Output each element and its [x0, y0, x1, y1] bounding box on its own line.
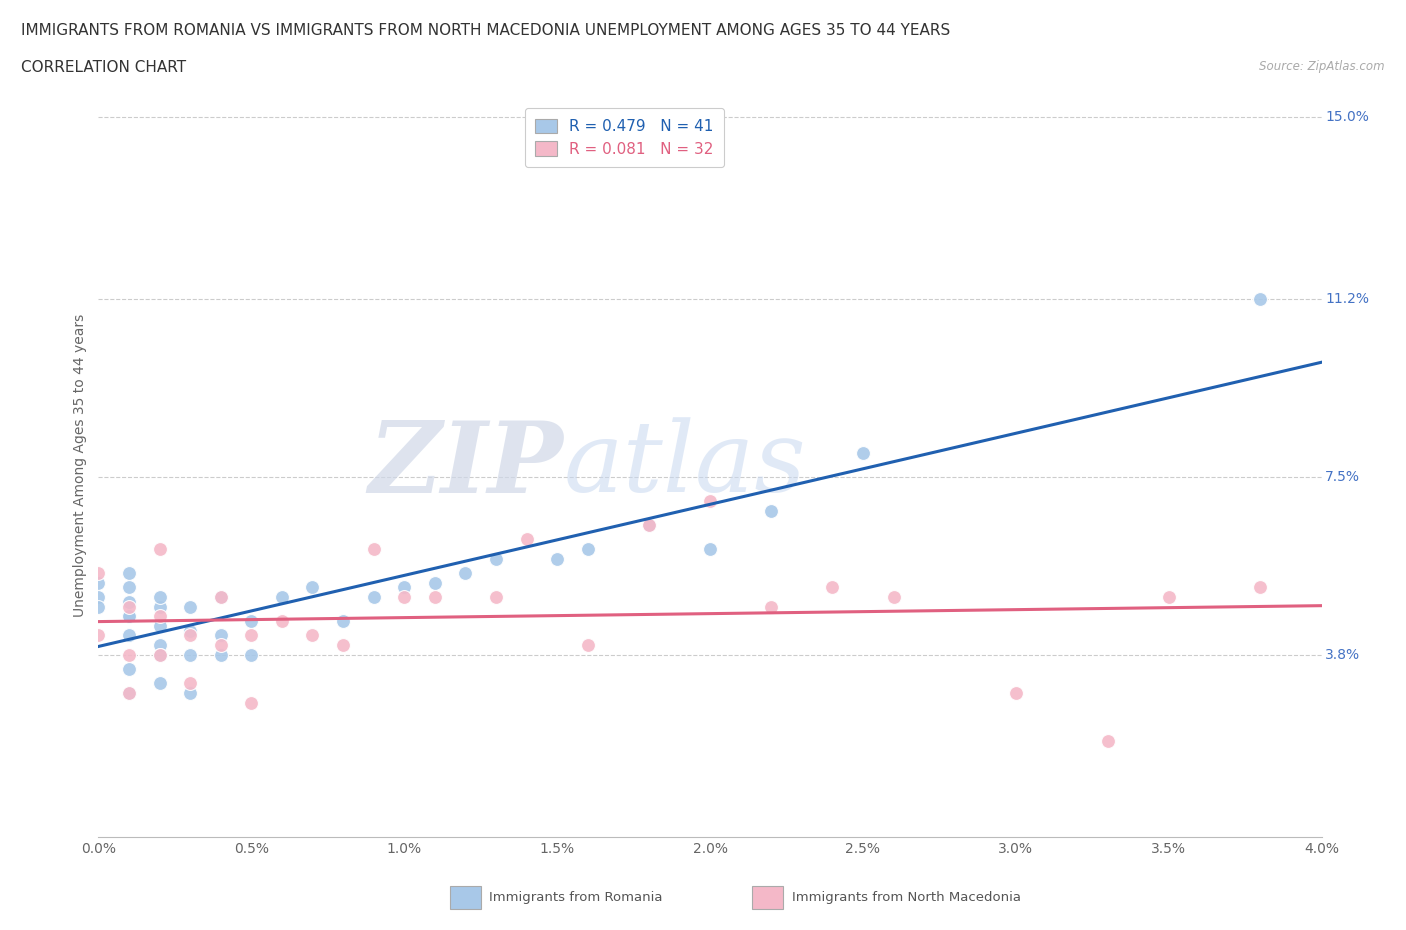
Text: Source: ZipAtlas.com: Source: ZipAtlas.com [1260, 60, 1385, 73]
Point [485, 551, 508, 566]
Point [240, 647, 263, 662]
Point [149, 647, 172, 662]
Point [87, 575, 110, 590]
Text: 15.0%: 15.0% [1326, 110, 1369, 124]
Point [852, 445, 875, 460]
Point [149, 541, 172, 556]
Point [576, 541, 599, 556]
Text: atlas: atlas [564, 418, 806, 512]
Point [118, 580, 141, 595]
Point [423, 590, 446, 604]
Point [118, 685, 141, 700]
Point [149, 609, 172, 624]
Point [363, 541, 385, 556]
Point [240, 614, 263, 629]
Point [1157, 590, 1180, 604]
Point [699, 494, 721, 509]
Text: 3.8%: 3.8% [1326, 647, 1361, 661]
Point [270, 614, 294, 629]
Point [149, 676, 172, 691]
Point [179, 599, 201, 614]
Point [1249, 292, 1271, 307]
Point [209, 590, 232, 604]
Point [118, 609, 141, 624]
Point [149, 590, 172, 604]
Point [179, 685, 201, 700]
Point [118, 661, 141, 676]
Bar [752, 886, 783, 909]
Point [759, 599, 782, 614]
Point [332, 614, 354, 629]
Text: IMMIGRANTS FROM ROMANIA VS IMMIGRANTS FROM NORTH MACEDONIA UNEMPLOYMENT AMONG AG: IMMIGRANTS FROM ROMANIA VS IMMIGRANTS FR… [21, 23, 950, 38]
Point [179, 676, 201, 691]
Point [118, 599, 141, 614]
Text: Immigrants from North Macedonia: Immigrants from North Macedonia [792, 891, 1021, 904]
Point [392, 590, 416, 604]
Bar [450, 886, 481, 909]
Point [87, 565, 110, 580]
Text: Immigrants from Romania: Immigrants from Romania [489, 891, 662, 904]
Point [301, 580, 323, 595]
Point [637, 518, 661, 533]
Point [118, 628, 141, 643]
Point [149, 599, 172, 614]
Point [883, 590, 905, 604]
Point [301, 628, 323, 643]
Point [179, 623, 201, 638]
Point [149, 647, 172, 662]
Point [546, 551, 568, 566]
Point [87, 628, 110, 643]
Point [576, 638, 599, 653]
Point [699, 541, 721, 556]
Point [270, 590, 294, 604]
Point [209, 647, 232, 662]
Point [363, 590, 385, 604]
Point [821, 580, 844, 595]
Point [118, 594, 141, 609]
Text: 7.5%: 7.5% [1326, 470, 1361, 484]
Point [454, 565, 477, 580]
Point [637, 518, 661, 533]
Point [1004, 685, 1026, 700]
Point [118, 685, 141, 700]
Point [1249, 580, 1271, 595]
Point [87, 599, 110, 614]
Text: CORRELATION CHART: CORRELATION CHART [21, 60, 186, 75]
Point [240, 695, 263, 710]
Y-axis label: Unemployment Among Ages 35 to 44 years: Unemployment Among Ages 35 to 44 years [73, 313, 87, 617]
Point [87, 590, 110, 604]
Point [1097, 734, 1119, 749]
Point [332, 638, 354, 653]
Point [240, 628, 263, 643]
Point [118, 609, 141, 624]
Text: 11.2%: 11.2% [1326, 292, 1369, 306]
Point [179, 647, 201, 662]
Legend: R = 0.479   N = 41, R = 0.081   N = 32: R = 0.479 N = 41, R = 0.081 N = 32 [524, 108, 724, 167]
Point [485, 590, 508, 604]
Point [423, 575, 446, 590]
Point [392, 580, 416, 595]
Point [759, 503, 782, 518]
Point [516, 532, 538, 547]
Point [118, 647, 141, 662]
Point [118, 565, 141, 580]
Point [209, 628, 232, 643]
Point [179, 628, 201, 643]
Point [149, 638, 172, 653]
Text: ZIP: ZIP [368, 417, 564, 513]
Point [209, 638, 232, 653]
Point [149, 618, 172, 633]
Point [209, 590, 232, 604]
